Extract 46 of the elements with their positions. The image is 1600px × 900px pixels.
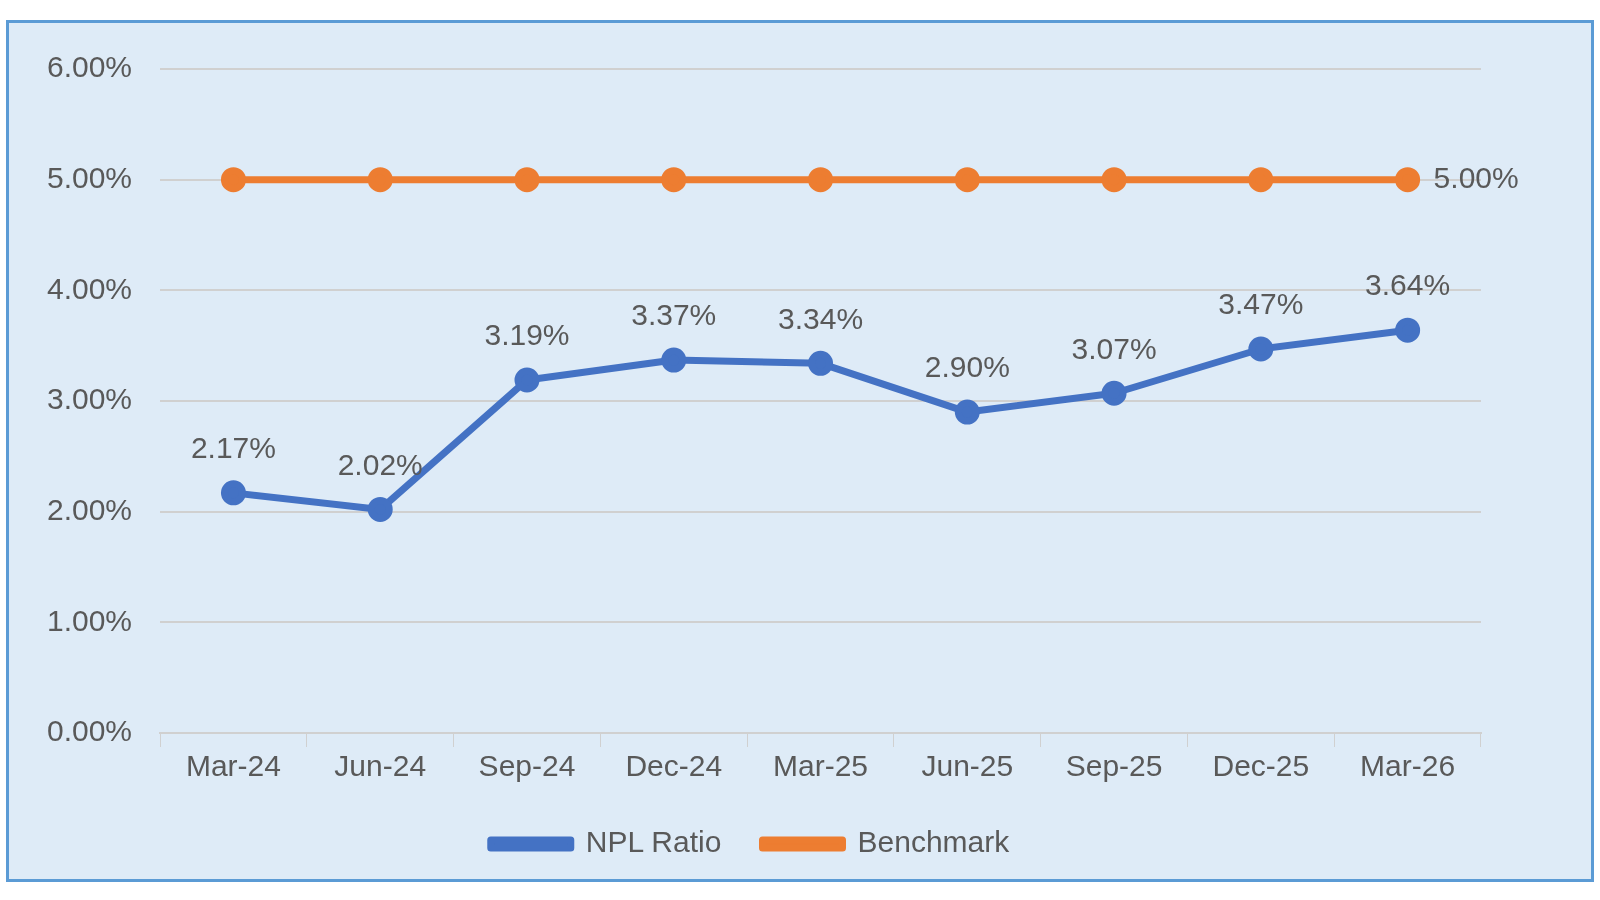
legend-label: NPL Ratio bbox=[585, 825, 722, 859]
legend-label: Benchmark bbox=[857, 825, 1011, 859]
y-tick-label: 1.00% bbox=[46, 603, 133, 637]
y-tick-label: 3.00% bbox=[46, 382, 133, 416]
point bbox=[1101, 380, 1127, 406]
point bbox=[1101, 167, 1127, 193]
data-label: 3.19% bbox=[484, 318, 570, 352]
point bbox=[954, 167, 980, 193]
point bbox=[808, 350, 834, 376]
point bbox=[1395, 317, 1421, 343]
y-tick-label: 2.00% bbox=[46, 492, 133, 526]
data-label: 3.47% bbox=[1218, 287, 1304, 321]
point bbox=[661, 167, 687, 193]
y-tick-label: 6.00% bbox=[46, 50, 133, 84]
point bbox=[367, 496, 393, 522]
point bbox=[1248, 336, 1274, 362]
data-label: 2.02% bbox=[337, 447, 423, 481]
point bbox=[220, 480, 246, 506]
y-tick-label: 4.00% bbox=[46, 271, 133, 305]
x-tick-label: Mar-25 bbox=[773, 749, 869, 783]
point bbox=[808, 167, 834, 193]
point bbox=[367, 167, 393, 193]
x-tick-label: Dec-24 bbox=[625, 749, 723, 783]
x-tick-label: Jun-24 bbox=[334, 749, 427, 783]
x-tick-label: Mar-26 bbox=[1360, 749, 1456, 783]
y-tick-label: 0.00% bbox=[46, 714, 133, 748]
data-label: 5.00% bbox=[1433, 160, 1519, 194]
data-label: 2.90% bbox=[924, 350, 1010, 384]
data-label: 2.17% bbox=[190, 431, 276, 465]
x-tick-label: Mar-24 bbox=[185, 749, 281, 783]
y-tick-label: 5.00% bbox=[46, 160, 133, 194]
point bbox=[954, 399, 980, 425]
point bbox=[514, 367, 540, 393]
point bbox=[1395, 167, 1421, 193]
data-label: 3.64% bbox=[1365, 268, 1451, 302]
point bbox=[661, 347, 687, 373]
data-label: 3.34% bbox=[777, 301, 864, 335]
data-label: 3.37% bbox=[631, 298, 717, 332]
x-tick-label: Sep-24 bbox=[478, 749, 576, 783]
data-label: 3.07% bbox=[1071, 331, 1157, 365]
point bbox=[1248, 167, 1274, 193]
x-tick-label: Jun-25 bbox=[921, 749, 1014, 783]
point bbox=[514, 167, 540, 193]
point bbox=[220, 167, 246, 193]
x-tick-label: Sep-25 bbox=[1065, 749, 1163, 783]
x-tick-label: Dec-25 bbox=[1212, 749, 1310, 783]
